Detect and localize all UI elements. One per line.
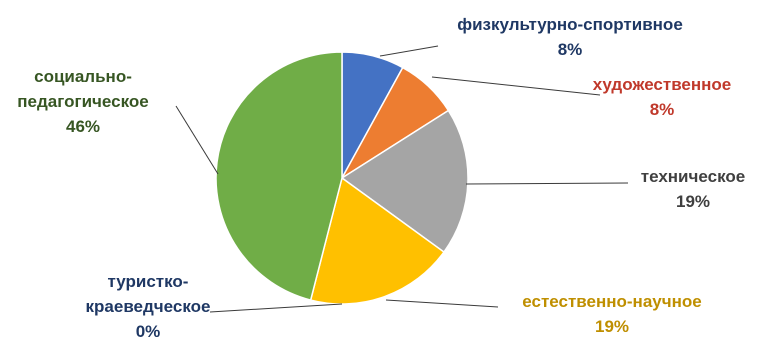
data-label-name: туристко- <box>108 272 189 291</box>
pie-slice-3 <box>309 176 445 305</box>
leader-line-4 <box>209 303 343 313</box>
data-label-name: педагогическое <box>17 92 148 111</box>
data-label-0: физкультурно-спортивное 8% <box>457 15 683 59</box>
data-label-2: техническое 19% <box>641 167 745 211</box>
leader-line-5 <box>175 105 219 175</box>
data-label-3: естественно-научное 19% <box>522 292 701 336</box>
data-label-percent: 8% <box>558 40 583 59</box>
data-label-4: туристко-краеведческое 0% <box>86 272 211 341</box>
leader-line-3 <box>385 299 499 308</box>
data-label-name: краеведческое <box>86 297 211 316</box>
leader-line-0 <box>379 45 439 57</box>
data-label-name: физкультурно-спортивное <box>457 15 683 34</box>
data-label-5: социально-педагогическое 46% <box>17 67 148 136</box>
data-label-name: техническое <box>641 167 745 186</box>
leader-line-2 <box>465 182 629 185</box>
data-label-percent: 8% <box>650 100 675 119</box>
data-label-percent: 19% <box>595 317 629 336</box>
pie-slice-2 <box>340 109 469 254</box>
data-label-1: художественное 8% <box>593 75 732 119</box>
data-label-name: социально- <box>34 67 132 86</box>
leader-line-1 <box>431 76 601 96</box>
data-label-name: естественно-научное <box>522 292 701 311</box>
pie-slice-5 <box>215 51 343 301</box>
data-label-percent: 0% <box>136 322 161 341</box>
data-label-percent: 19% <box>676 192 710 211</box>
data-label-name: художественное <box>593 75 732 94</box>
data-label-percent: 46% <box>66 117 100 136</box>
